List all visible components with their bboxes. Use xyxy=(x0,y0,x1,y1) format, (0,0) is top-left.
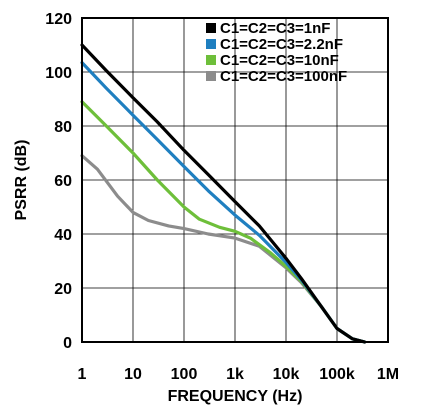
x-tick-label: 10k xyxy=(273,366,300,383)
legend-swatch xyxy=(206,55,216,65)
legend-swatch xyxy=(206,39,216,49)
tick-labels: 1 10 100 1k 10k 100k 1M 0 20 40 60 80 100 120 xyxy=(45,11,399,383)
y-tick-label: 40 xyxy=(54,227,72,244)
y-tick-label: 80 xyxy=(54,119,72,136)
y-tick-label: 60 xyxy=(54,173,72,190)
x-tick-label: 100k xyxy=(319,366,355,383)
x-tick-label: 1M xyxy=(377,366,399,383)
legend-swatch xyxy=(206,71,216,81)
y-axis-label: PSRR (dB) xyxy=(13,140,30,221)
y-tick-label: 20 xyxy=(54,281,72,298)
series-layer xyxy=(80,43,367,344)
legend-label: C1=C2=C3=100nF xyxy=(220,68,347,85)
legend-label: C1=C2=C3=2.2nF xyxy=(220,36,343,53)
series-line xyxy=(80,43,367,344)
legend: C1=C2=C3=1nFC1=C2=C3=2.2nFC1=C2=C3=10nFC… xyxy=(206,20,347,85)
x-tick-label: 100 xyxy=(171,366,198,383)
x-tick-label: 1 xyxy=(78,366,87,383)
series-line xyxy=(80,154,367,344)
x-tick-label: 10 xyxy=(124,366,142,383)
legend-label: C1=C2=C3=1nF xyxy=(220,20,330,37)
y-tick-label: 0 xyxy=(63,335,72,352)
legend-label: C1=C2=C3=10nF xyxy=(220,52,339,69)
plot-frame xyxy=(81,17,389,343)
y-tick-label: 100 xyxy=(45,65,72,82)
y-tick-label: 120 xyxy=(45,11,72,28)
legend-swatch xyxy=(206,23,216,33)
x-axis-label: FREQUENCY (Hz) xyxy=(168,388,303,405)
x-tick-label: 1k xyxy=(226,366,244,383)
